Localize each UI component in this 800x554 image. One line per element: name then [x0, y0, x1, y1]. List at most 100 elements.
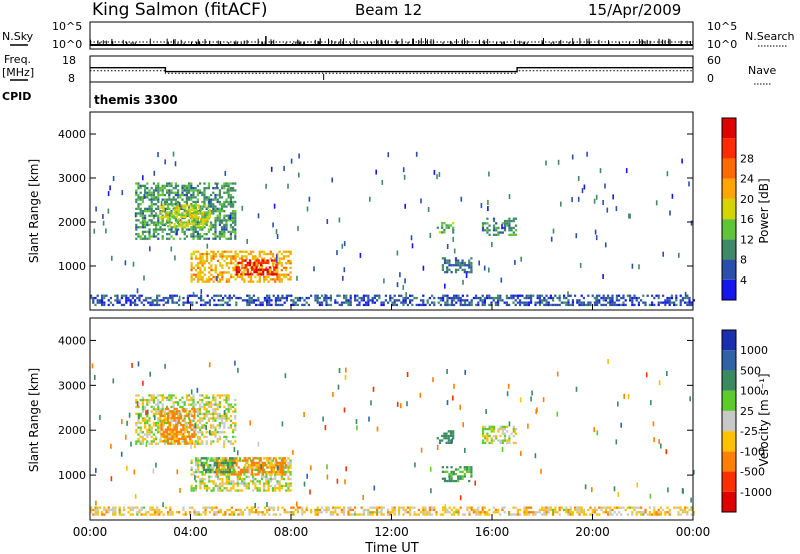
power-cell	[466, 294, 469, 297]
power-cell	[279, 296, 282, 300]
velocity-cell	[223, 415, 226, 418]
power-cell	[212, 207, 215, 210]
power-cell	[137, 184, 140, 187]
power-cell	[234, 273, 237, 276]
power-cell	[218, 214, 221, 217]
power-cell	[470, 299, 473, 302]
power-cell	[503, 219, 507, 223]
velocity-cell	[197, 471, 200, 474]
power-cell	[221, 187, 224, 190]
power-cell	[218, 223, 221, 227]
velocity-scatter-cell	[260, 464, 262, 470]
velocity-cell	[622, 506, 625, 509]
velocity-cell	[215, 511, 218, 514]
power-cell	[552, 299, 555, 302]
velocity-cell	[481, 511, 484, 514]
velocity-cell	[182, 423, 185, 427]
power-cell	[212, 252, 215, 256]
velocity-cell	[441, 439, 444, 442]
velocity-cell	[215, 461, 219, 465]
power-cell	[307, 296, 310, 300]
power-cell	[232, 212, 235, 215]
velocity-cell	[204, 511, 207, 514]
velocity-cell	[214, 435, 217, 438]
velocity-cell	[158, 511, 161, 514]
power-cell	[271, 262, 275, 265]
power-cell	[152, 216, 155, 220]
velocity-cell	[144, 408, 147, 411]
power-cell	[201, 252, 204, 256]
power-cell	[587, 294, 590, 297]
velocity-cell	[155, 410, 158, 413]
velocity-cell	[275, 457, 278, 460]
velocity-cell	[449, 434, 453, 438]
power-cell	[166, 200, 169, 204]
power-cell	[161, 228, 164, 231]
velocity-cell	[503, 506, 506, 509]
power-cell	[191, 303, 194, 307]
power-cell	[349, 301, 352, 304]
velocity-cell	[213, 461, 216, 465]
velocity-cell	[497, 511, 500, 514]
power-cell	[457, 294, 460, 297]
velocity-cell	[301, 508, 304, 512]
power-scatter-cell	[178, 202, 181, 208]
velocity-cell	[221, 419, 224, 422]
power-cell	[554, 294, 557, 297]
power-cell	[227, 191, 230, 194]
velocity-cell	[455, 508, 458, 512]
power-cell	[227, 184, 230, 187]
power-cell	[146, 221, 149, 224]
velocity-cell	[155, 408, 158, 411]
velocity-cell	[173, 419, 176, 422]
power-cell	[464, 299, 467, 302]
power-cell	[169, 222, 172, 226]
power-cell	[316, 299, 319, 302]
power-ytick-label: 2000	[58, 216, 86, 229]
velocity-cell	[173, 433, 176, 436]
power-cell	[278, 275, 281, 279]
velocity-cell	[292, 513, 295, 516]
velocity-cell	[637, 511, 640, 514]
power-cell	[194, 257, 198, 260]
power-cell	[441, 257, 444, 260]
power-cell	[203, 273, 206, 276]
power-cell	[183, 184, 186, 187]
power-cell	[303, 303, 306, 307]
power-cell	[203, 226, 206, 229]
velocity-cell	[226, 468, 229, 471]
power-cell	[657, 294, 660, 297]
velocity-cell	[141, 408, 144, 411]
velocity-cell	[301, 513, 304, 516]
velocity-cell	[263, 482, 266, 485]
power-cell	[137, 193, 140, 197]
velocity-cell	[464, 513, 467, 516]
power-cell	[271, 255, 275, 258]
velocity-cell	[465, 468, 469, 471]
power-cell	[497, 296, 500, 300]
velocity-cell	[248, 457, 251, 460]
velocity-cell	[269, 477, 272, 481]
power-cell	[271, 252, 275, 256]
velocity-cell	[172, 435, 175, 438]
power-cell	[510, 294, 513, 297]
power-cell	[230, 296, 233, 300]
velocity-cell	[257, 461, 260, 465]
power-cell	[461, 268, 464, 271]
power-cell	[155, 187, 158, 190]
power-cell	[182, 215, 185, 219]
velocity-cell	[201, 440, 204, 443]
power-cell	[218, 193, 221, 197]
velocity-cell	[158, 513, 161, 516]
velocity-cell	[144, 421, 147, 425]
power-cell	[179, 207, 182, 210]
power-cell	[141, 223, 144, 227]
power-cell	[640, 299, 643, 302]
velocity-cell	[501, 425, 504, 428]
velocity-cell	[114, 506, 117, 509]
velocity-scatter-cell	[142, 380, 144, 386]
velocity-cell	[203, 484, 206, 488]
power-cell	[243, 266, 246, 269]
velocity-cell	[223, 473, 226, 476]
velocity-scatter-cell	[607, 359, 609, 364]
